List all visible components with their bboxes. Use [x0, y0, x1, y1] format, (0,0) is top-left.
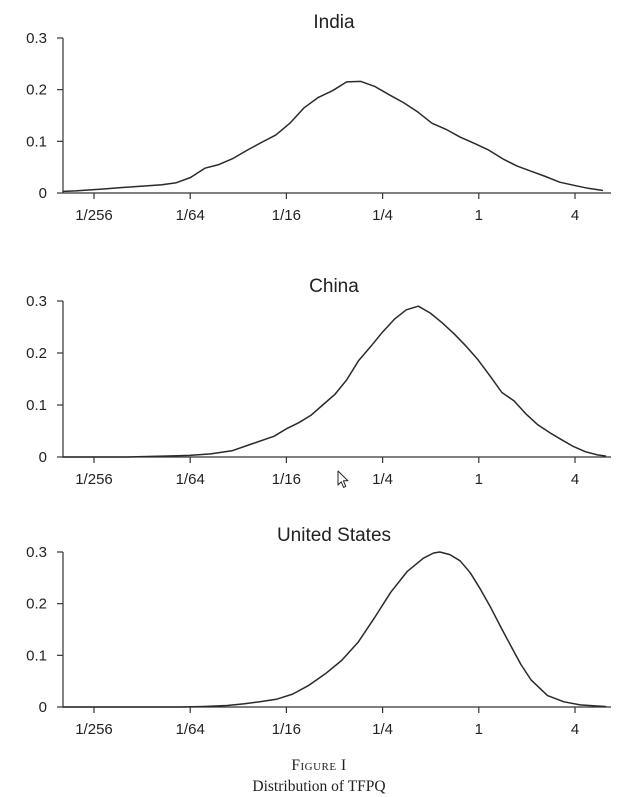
x-tick-label: 1/16: [272, 207, 301, 224]
y-tick-label: 0.2: [26, 345, 47, 362]
x-tick-label: 1/4: [372, 207, 393, 224]
panel-title: United States: [277, 525, 391, 546]
density-curve-india: [62, 80, 604, 193]
x-tick-label: 1/256: [75, 471, 113, 488]
y-tick-label: 0.3: [26, 293, 47, 310]
density-curve-united-states: [62, 551, 607, 708]
x-tick-label: 1/4: [372, 471, 393, 488]
density-curve-china: [62, 305, 607, 458]
x-tick-label: 1/256: [75, 207, 113, 224]
y-tick-label: 0.1: [26, 397, 47, 414]
panel-china: China 0 0.1 0.2 0.3 1/256 1/64 1/16 1/4 1 4: [26, 276, 611, 488]
x-tick-label: 1: [475, 207, 483, 224]
x-tick-label: 4: [571, 207, 579, 224]
x-tick-label: 1/4: [372, 721, 393, 738]
x-tick-label: 4: [571, 721, 579, 738]
x-tick-label: 1: [475, 721, 483, 738]
y-tick-label: 0: [39, 185, 47, 202]
x-tick-label: 1: [475, 471, 483, 488]
panel-title: India: [313, 12, 355, 33]
y-tick-label: 0.3: [26, 30, 47, 47]
panel-title: China: [309, 276, 359, 297]
y-tick-label: 0.1: [26, 647, 47, 664]
y-tick-label: 0: [39, 449, 47, 466]
y-tick-label: 0.2: [26, 596, 47, 613]
mouse-pointer-icon: [337, 470, 349, 488]
panel-united-states: United States 0 0.1 0.2 0.3 1/256 1/64 1/16 1/4 1…: [26, 525, 611, 738]
y-tick-label: 0: [39, 699, 47, 716]
y-tick-label: 0.1: [26, 133, 47, 150]
y-tick-label: 0.3: [26, 544, 47, 561]
panel-india: India 0 0.1 0.2 0.3 1/256 1/64 1/16 1/4 1 4: [26, 12, 611, 224]
x-tick-label: 1/16: [272, 721, 301, 738]
x-tick-label: 1/64: [176, 721, 205, 738]
x-tick-label: 1/256: [75, 721, 113, 738]
x-tick-label: 1/16: [272, 471, 301, 488]
figure-caption-title: Distribution of TFPQ: [252, 778, 385, 795]
x-tick-label: 1/64: [176, 471, 205, 488]
x-tick-label: 1/64: [176, 207, 205, 224]
chart-panels: India 0 0.1 0.2 0.3 1/256 1/64 1/16 1/4 1 4 China 0 0…: [26, 12, 611, 738]
x-tick-label: 4: [571, 471, 579, 488]
y-tick-label: 0.2: [26, 82, 47, 99]
figure-caption-label: Figure I: [291, 757, 346, 774]
